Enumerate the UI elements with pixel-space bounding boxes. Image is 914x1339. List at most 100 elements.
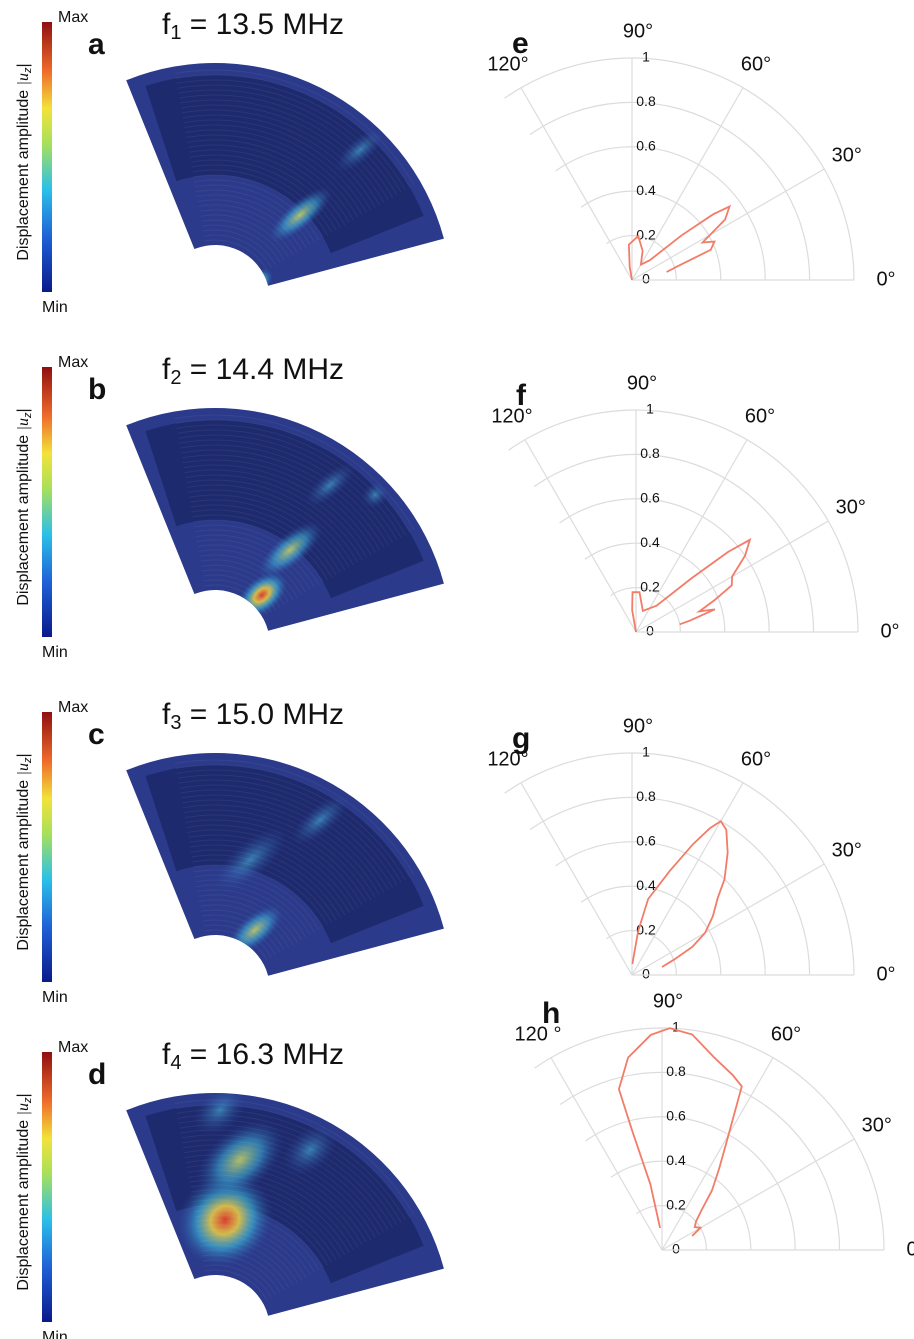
wave-front <box>192 514 329 581</box>
wave-front <box>199 899 294 946</box>
r-tick-label: 0 <box>672 1241 680 1257</box>
hotspot <box>283 1125 337 1175</box>
wave-front <box>188 149 346 226</box>
wave-front <box>187 484 354 566</box>
r-tick-label: 0.2 <box>636 921 656 937</box>
theta-tick-label: 30° <box>832 144 862 166</box>
grid-arc <box>636 1205 707 1251</box>
colorbar-label-text: Displacement amplitude <box>15 430 32 605</box>
colorbar-subscript: z <box>22 67 34 74</box>
colorbar-max: Max <box>58 354 88 371</box>
colorbar-symbol: |u <box>15 1103 32 1115</box>
r-tick-label: 0.2 <box>666 1196 686 1212</box>
wave-front <box>204 584 268 616</box>
wave-front <box>197 889 303 941</box>
wave-front <box>181 454 380 551</box>
title-subscript: 2 <box>170 367 181 389</box>
title-symbol: f <box>162 353 171 386</box>
grid-arc <box>606 930 677 976</box>
wave-front <box>174 1099 415 1216</box>
grid-spoke <box>631 168 825 281</box>
colorbar-symbol: |u <box>15 418 32 430</box>
pattern-line <box>617 1027 743 1237</box>
theta-tick-label: 0° <box>880 620 899 642</box>
wave-front <box>191 509 333 578</box>
wave-front <box>183 1149 372 1241</box>
title-subscript: 3 <box>170 712 181 734</box>
hotspot <box>268 187 332 243</box>
panel-title: f1 = 13.5 MHz <box>162 8 344 44</box>
colorbar-close: | <box>15 753 32 757</box>
r-tick-label: 0 <box>646 623 654 639</box>
r-tick-label: 0.6 <box>636 138 656 154</box>
wave-front <box>178 1119 398 1226</box>
grid-arc <box>504 752 855 976</box>
hotspot <box>335 128 385 172</box>
grid-arc <box>559 1071 841 1251</box>
wave-front <box>185 1159 363 1246</box>
wave-front <box>178 779 398 886</box>
grid-arc <box>580 885 722 976</box>
wave-front <box>184 814 367 903</box>
grid-spoke <box>635 439 748 633</box>
grid-arc <box>610 1160 752 1251</box>
title-subscript: 4 <box>170 1052 181 1074</box>
wave-front <box>194 869 320 931</box>
wave-front <box>194 1214 316 1273</box>
wave-front <box>203 1264 272 1298</box>
wave-front <box>187 829 354 911</box>
wave-front <box>192 859 329 926</box>
wave-front <box>177 429 402 538</box>
r-tick-label: 0.4 <box>636 182 656 198</box>
grid-spoke <box>550 1057 663 1251</box>
wave-front <box>179 1124 393 1228</box>
wave-front <box>181 794 385 893</box>
panel-title: f3 = 15.0 MHz <box>162 698 344 734</box>
wave-front <box>202 919 277 956</box>
colorbar-min: Min <box>42 644 68 661</box>
title-symbol: f <box>162 8 171 41</box>
theta-tick-label: 30° <box>836 496 866 518</box>
colorbar-max: Max <box>58 1039 88 1056</box>
r-tick-label: 0.2 <box>640 578 660 594</box>
panel-label: d <box>88 1058 106 1091</box>
wave-front <box>194 179 320 241</box>
wave-front <box>187 139 354 221</box>
r-tick-label: 0.6 <box>666 1108 686 1124</box>
wave-front <box>182 1144 376 1238</box>
hotspot <box>291 795 349 845</box>
theta-tick-label: 0° <box>906 1238 914 1260</box>
theta-tick-label: 90° <box>653 990 683 1012</box>
field-panel: Max Min Displacement amplitude |uz| c f3 = 1… <box>15 698 444 1006</box>
wave-front <box>187 1169 354 1251</box>
panel-label: h <box>542 997 560 1030</box>
grid-arc <box>559 498 770 633</box>
colorbar-symbol: |u <box>15 763 32 775</box>
wave-front <box>197 1229 303 1281</box>
wave-front <box>195 879 311 936</box>
wave-front <box>194 529 316 588</box>
wave-front <box>175 74 411 188</box>
hotspot <box>361 482 389 508</box>
theta-tick-label: 30° <box>862 1114 892 1136</box>
panel-label: g <box>512 722 530 755</box>
grid-arc <box>555 146 766 281</box>
wave-front <box>203 579 272 613</box>
r-tick-label: 1 <box>642 49 650 65</box>
panel-title: f4 = 16.3 MHz <box>162 1038 344 1074</box>
grid-arc <box>533 453 815 633</box>
colorbar <box>42 1052 52 1322</box>
colorbar-label: Displacement amplitude |uz| <box>15 1093 34 1290</box>
wave-front <box>186 134 359 218</box>
wave-front <box>190 504 337 576</box>
theta-tick-label: 60° <box>741 54 771 76</box>
wave-front <box>186 824 359 908</box>
pattern-line <box>631 819 729 968</box>
colorbar-max: Max <box>58 699 88 716</box>
wave-front <box>181 1134 385 1233</box>
wave-front <box>174 414 415 531</box>
theta-tick-label: 0° <box>876 963 895 985</box>
wave-front <box>204 1269 268 1301</box>
wave-front <box>188 494 346 571</box>
grid-spoke <box>631 782 744 976</box>
